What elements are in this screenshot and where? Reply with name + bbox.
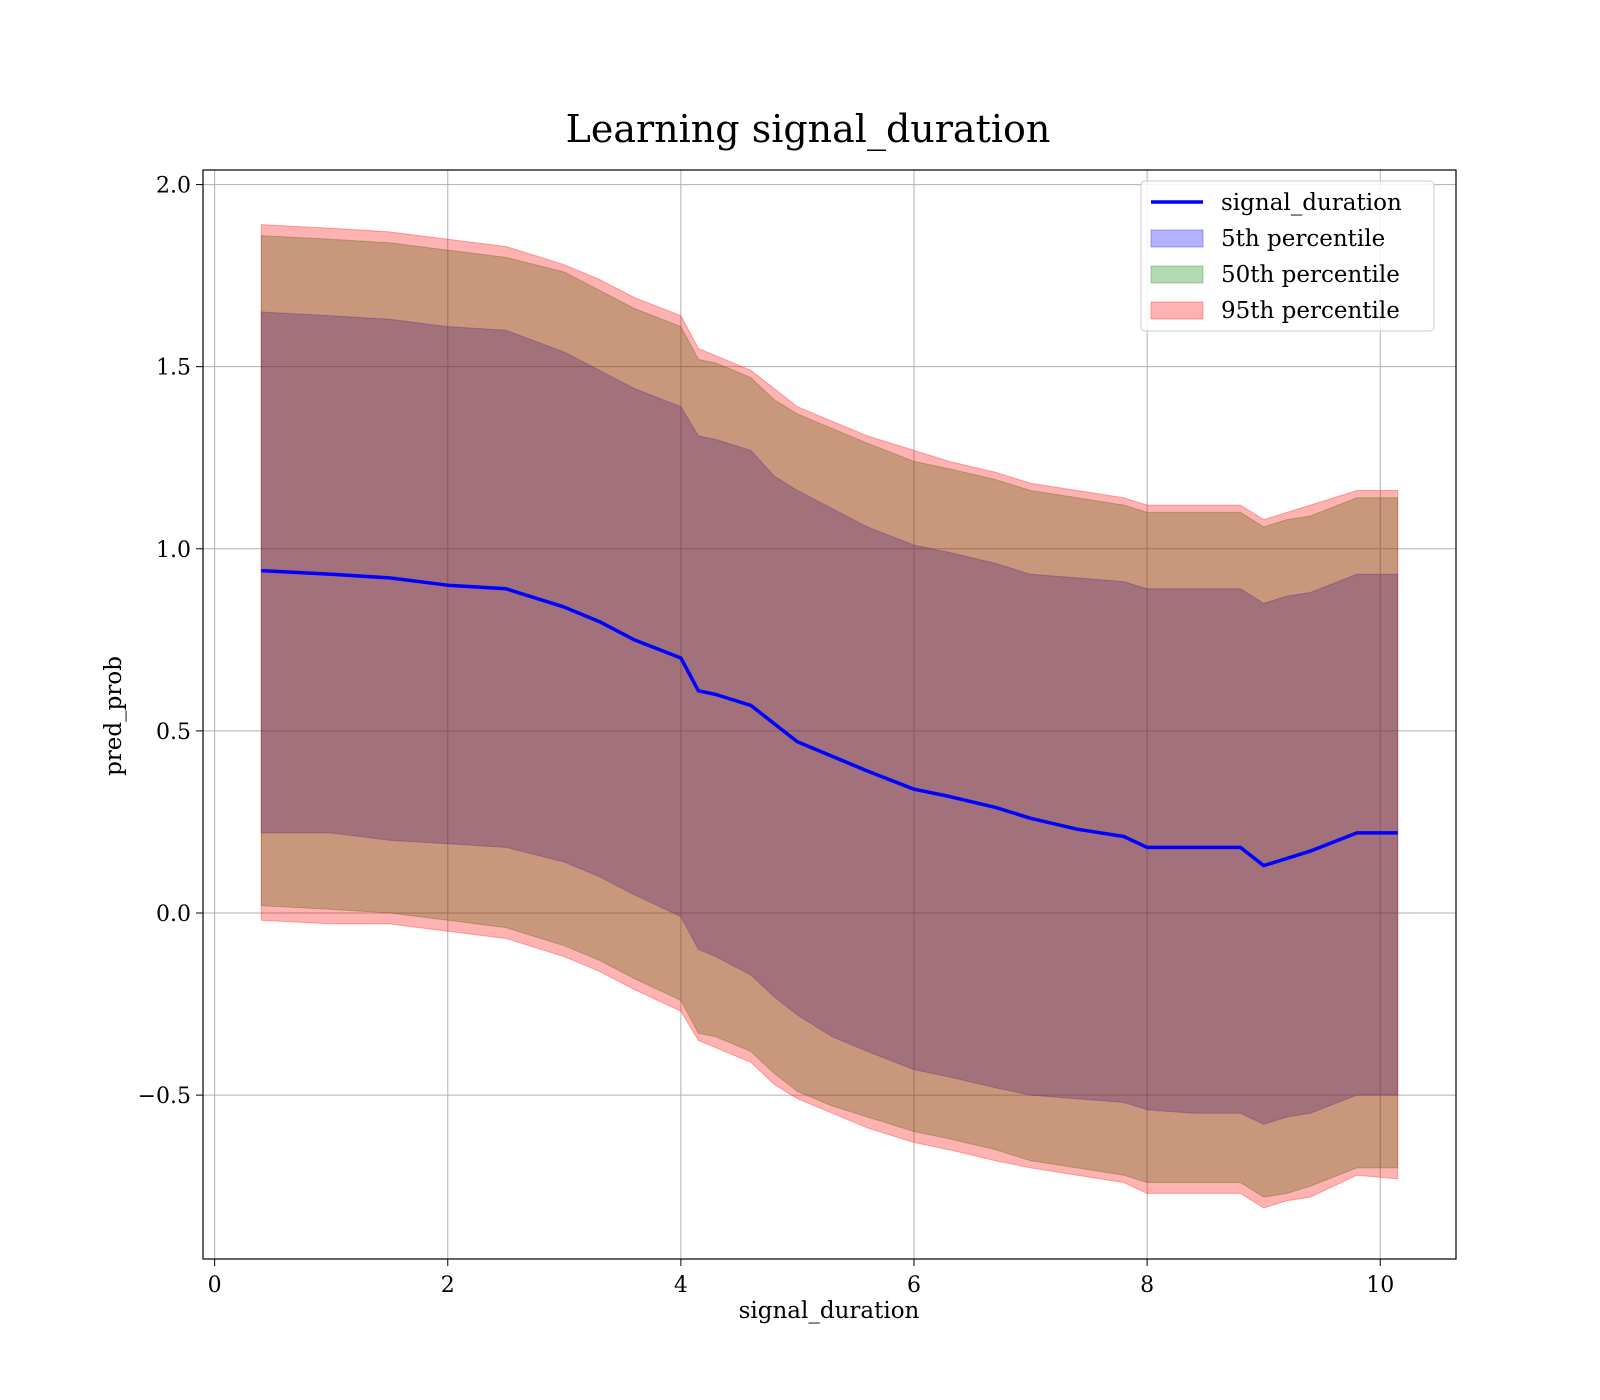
y-tick-label: 0.0 bbox=[156, 902, 191, 927]
y-tick-label: 0.5 bbox=[156, 720, 191, 745]
x-tick-label: 6 bbox=[907, 1273, 921, 1298]
x-tick-label: 4 bbox=[674, 1273, 688, 1298]
x-tick-label: 10 bbox=[1366, 1273, 1394, 1298]
y-tick-label: −0.5 bbox=[138, 1084, 191, 1109]
legend-swatch-50th-percentile bbox=[1150, 265, 1204, 284]
line-signal-duration bbox=[261, 568, 1398, 868]
legend-label: 50th percentile bbox=[1221, 262, 1400, 288]
x-tick-label: 8 bbox=[1140, 1273, 1154, 1298]
percentile-bands bbox=[260, 224, 1399, 1209]
legend: signal_duration 5th percentile 50th percen… bbox=[1140, 180, 1435, 332]
legend-box bbox=[1140, 180, 1435, 332]
y-tick-label: 1.5 bbox=[156, 356, 191, 381]
series-lines bbox=[261, 568, 1398, 868]
legend-swatch-95th-percentile bbox=[1150, 301, 1204, 320]
legend-swatch-5th-percentile bbox=[1150, 229, 1204, 248]
legend-label: 5th percentile bbox=[1221, 226, 1385, 252]
band-50th-percentile bbox=[260, 235, 1399, 1198]
legend-label: signal_duration bbox=[1221, 190, 1402, 216]
y-axis: −0.5 0.0 0.5 1.0 1.5 2.0 bbox=[138, 174, 203, 1109]
x-axis-label: signal_duration bbox=[739, 1298, 920, 1324]
y-axis-label: pred_prob bbox=[101, 656, 127, 776]
y-tick-label: 1.0 bbox=[156, 538, 191, 563]
grid bbox=[203, 170, 1456, 1259]
band-5th-percentile bbox=[260, 311, 1399, 1125]
chart-title: Learning signal_duration bbox=[566, 107, 1051, 152]
y-tick-label: 2.0 bbox=[156, 174, 191, 199]
legend-label: 95th percentile bbox=[1221, 298, 1400, 324]
band-95th-percentile bbox=[260, 224, 1399, 1209]
x-axis: 0 2 4 6 8 10 bbox=[208, 1259, 1394, 1298]
plot-frame bbox=[202, 169, 1457, 1260]
x-tick-label: 2 bbox=[441, 1273, 455, 1298]
x-tick-label: 0 bbox=[208, 1273, 222, 1298]
